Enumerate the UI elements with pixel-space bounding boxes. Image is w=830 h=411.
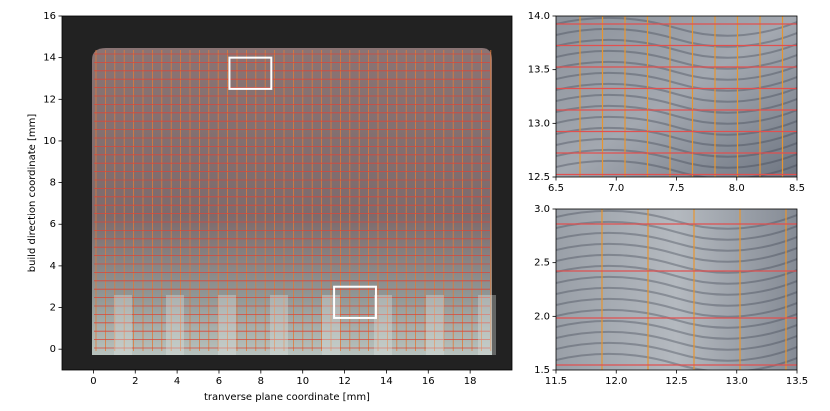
texture	[556, 253, 797, 274]
texture	[556, 297, 797, 318]
image-background	[556, 16, 797, 177]
x-tick-label: 10	[296, 376, 309, 387]
x-tick-label: 2	[132, 376, 138, 387]
y-tick-label: 2	[50, 303, 56, 314]
y-tick-label: 0	[50, 344, 56, 355]
x-tick-label: 13.5	[786, 376, 808, 387]
image-background	[556, 209, 797, 370]
x-tick-label: 6.5	[548, 183, 564, 194]
bright-band	[322, 295, 340, 355]
y-tick-label: 13.0	[528, 118, 550, 129]
y-tick-label: 12.5	[528, 172, 550, 183]
y-tick-label: 6	[50, 219, 56, 230]
x-tick-label: 7.5	[669, 183, 685, 194]
y-tick-label: 14.0	[528, 11, 550, 22]
image-layer	[62, 16, 512, 370]
x-tick-label: 8.5	[789, 183, 805, 194]
zoom-region	[333, 285, 377, 319]
texture	[556, 319, 797, 340]
texture	[556, 352, 797, 370]
bright-band	[166, 295, 184, 355]
bright-band	[478, 295, 496, 355]
x-tick-label: 0	[90, 376, 96, 387]
x-tick-label: 11.5	[545, 376, 567, 387]
x-tick-label: 16	[422, 376, 435, 387]
texture	[556, 242, 797, 263]
y-tick-label: 2.5	[534, 258, 550, 269]
bright-band	[218, 295, 236, 355]
y-tick-label: 3.0	[534, 204, 550, 215]
x-axis-label: tranverse plane coordinate [mm]	[204, 392, 370, 403]
bright-band	[270, 295, 288, 355]
texture	[556, 264, 797, 285]
axes-frame	[61, 15, 513, 371]
bright-band	[114, 295, 132, 355]
y-tick-label: 13.5	[528, 65, 550, 76]
y-axis-label: build direction coordinate [mm]	[27, 114, 38, 273]
y-tick-label: 12	[43, 94, 56, 105]
specimen	[92, 48, 492, 355]
texture	[556, 308, 797, 329]
x-tick-label: 8	[258, 376, 264, 387]
texture	[556, 220, 797, 241]
texture	[556, 231, 797, 252]
y-tick-label: 10	[43, 136, 56, 147]
y-tick-label: 14	[43, 53, 56, 64]
bright-band	[426, 295, 444, 355]
x-tick-label: 4	[174, 376, 180, 387]
zoom-region	[228, 56, 273, 90]
x-tick-label: 14	[380, 376, 393, 387]
y-tick-label: 16	[43, 11, 56, 22]
x-tick-label: 12	[338, 376, 351, 387]
x-tick-label: 12.5	[665, 376, 687, 387]
bright-band	[374, 295, 392, 355]
texture	[556, 275, 797, 296]
x-tick-label: 7.0	[608, 183, 624, 194]
x-tick-label: 12.0	[605, 376, 627, 387]
y-tick-label: 1.5	[534, 365, 550, 376]
texture	[556, 209, 797, 230]
image-layer	[556, 209, 797, 370]
x-tick-label: 13.0	[726, 376, 748, 387]
x-tick-label: 6	[216, 376, 222, 387]
image-layer	[556, 16, 797, 177]
texture	[556, 286, 797, 307]
x-tick-label: 18	[464, 376, 477, 387]
texture	[556, 330, 797, 351]
y-tick-label: 4	[50, 261, 56, 272]
x-tick-label: 8.0	[729, 183, 745, 194]
texture	[556, 341, 797, 362]
y-tick-label: 8	[50, 178, 56, 189]
y-tick-label: 2.0	[534, 311, 550, 322]
